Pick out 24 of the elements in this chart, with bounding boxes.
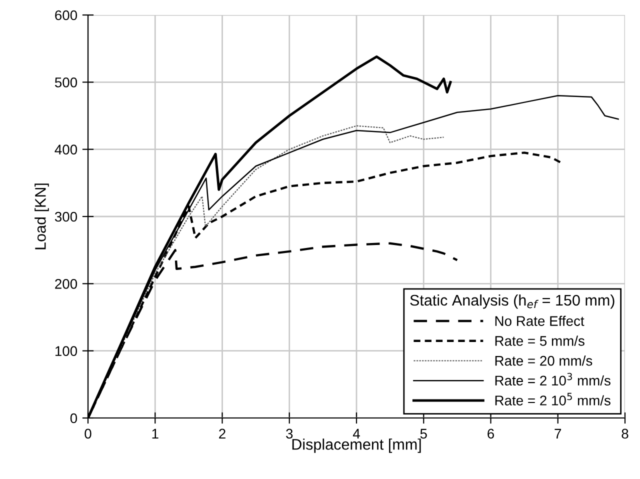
x-tick-label: 4 <box>352 428 360 438</box>
y-tick-label: 100 <box>55 346 78 356</box>
x-tick-label: 6 <box>488 428 494 439</box>
y-tick-label: 600 <box>55 10 78 20</box>
x-tick-label: 5 <box>420 428 427 439</box>
y-tick-label: 300 <box>54 212 78 222</box>
legend-title: Static Analysis (h$_{ef}$ = 150 mm) <box>410 294 614 309</box>
y-tick-label: 500 <box>54 78 78 88</box>
x-tick-label: 8 <box>622 428 628 439</box>
x-tick-label: 3 <box>286 428 293 439</box>
legend-label: Rate = 2 10$^{5}$ mm/s <box>495 392 610 406</box>
legend-label: Rate = 20 mm/s <box>495 356 592 366</box>
x-tick-label: 0 <box>84 428 92 439</box>
x-tick-label: 2 <box>219 428 226 438</box>
legend-label: Rate = 5 mm/s <box>495 336 584 346</box>
y-tick-label: 200 <box>55 279 78 289</box>
x-tick-label: 7 <box>554 428 562 438</box>
legend-label: No Rate Effect <box>495 316 584 326</box>
x-axis-title: Displacement [mm] <box>292 438 421 453</box>
y-axis-title: Load [KN] <box>34 184 49 250</box>
y-tick-label: 0 <box>70 413 78 424</box>
x-tick-label: 1 <box>152 428 158 438</box>
y-tick-label: 400 <box>54 144 78 155</box>
legend-label: Rate = 2 10$^{3}$ mm/s <box>495 372 610 386</box>
